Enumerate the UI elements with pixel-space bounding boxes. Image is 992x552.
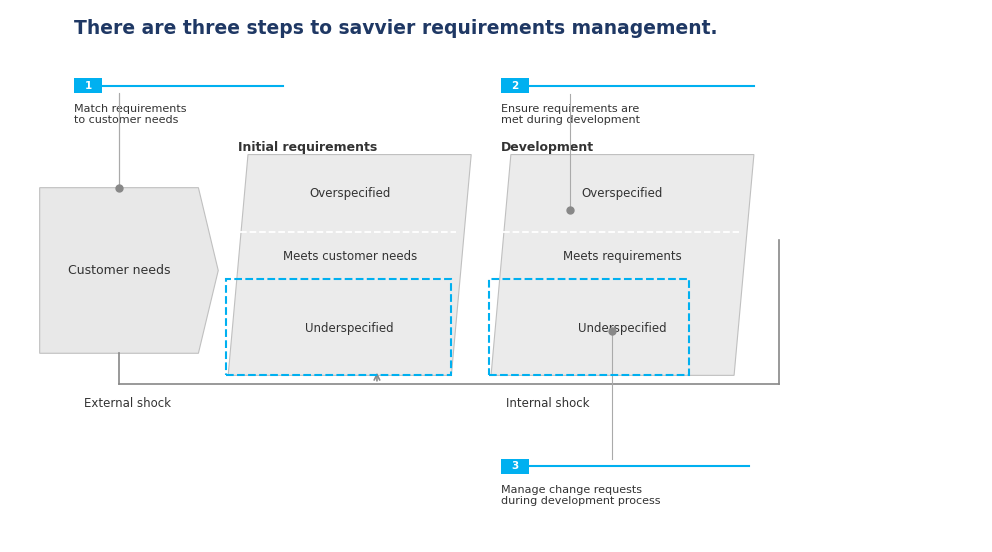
Text: Internal shock: Internal shock [506, 397, 589, 411]
Polygon shape [228, 155, 471, 375]
Text: Overspecified: Overspecified [581, 187, 664, 200]
Text: Underspecified: Underspecified [306, 322, 394, 335]
FancyBboxPatch shape [501, 78, 529, 93]
Text: Meets requirements: Meets requirements [563, 250, 682, 263]
Text: 1: 1 [84, 81, 92, 91]
Text: External shock: External shock [84, 397, 172, 411]
Text: Underspecified: Underspecified [578, 322, 667, 335]
Text: There are three steps to savvier requirements management.: There are three steps to savvier require… [74, 19, 718, 38]
Text: 3: 3 [511, 461, 519, 471]
FancyBboxPatch shape [501, 459, 529, 474]
Text: Meets customer needs: Meets customer needs [283, 250, 417, 263]
Text: Development: Development [501, 141, 594, 154]
Text: Ensure requirements are
met during development: Ensure requirements are met during devel… [501, 104, 640, 125]
Text: Initial requirements: Initial requirements [238, 141, 377, 154]
Text: 2: 2 [511, 81, 519, 91]
Text: Match requirements
to customer needs: Match requirements to customer needs [74, 104, 186, 125]
Polygon shape [40, 188, 218, 353]
Text: Customer needs: Customer needs [67, 264, 171, 277]
FancyBboxPatch shape [74, 78, 102, 93]
Polygon shape [491, 155, 754, 375]
Text: Overspecified: Overspecified [309, 187, 391, 200]
Text: Manage change requests
during development process: Manage change requests during developmen… [501, 485, 661, 506]
